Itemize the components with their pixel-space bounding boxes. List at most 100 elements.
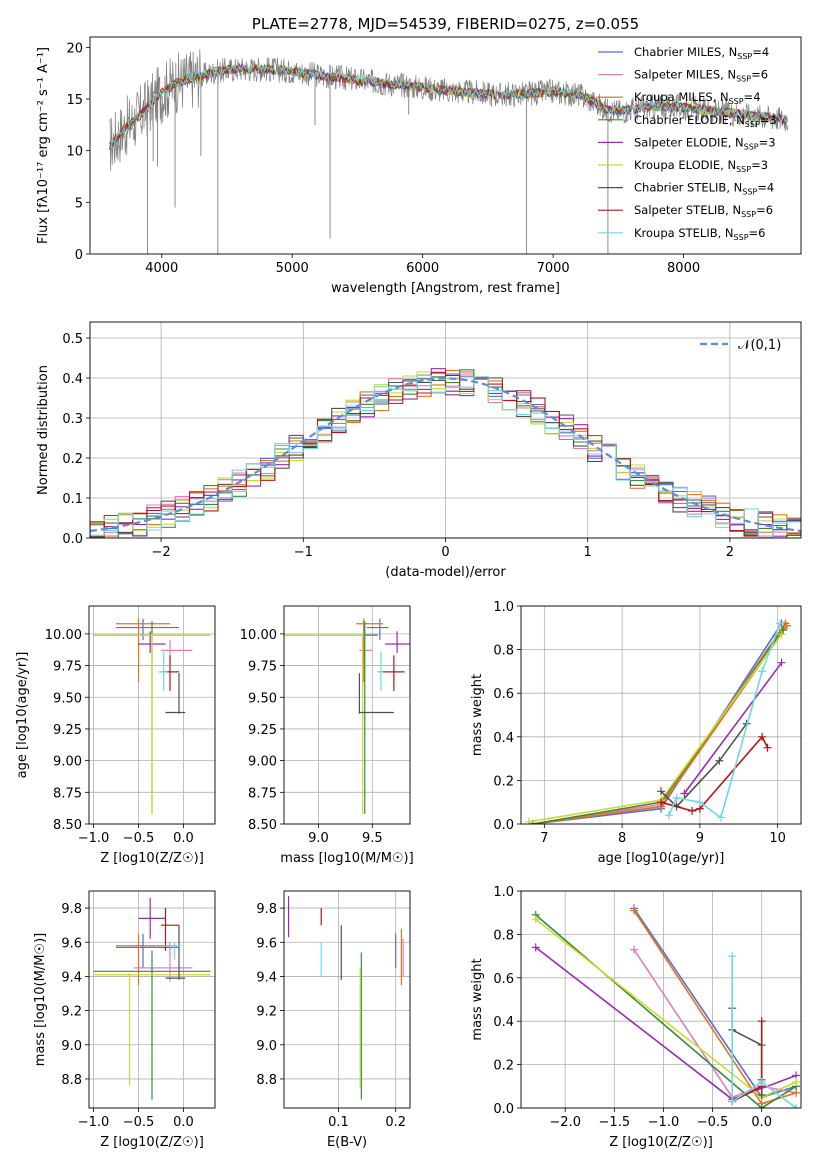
x-tick-label: 5000 — [276, 261, 309, 276]
y-tick-label: 9.6 — [256, 936, 277, 951]
weight-point-marker — [757, 1077, 766, 1086]
x-tick-label: −0.5 — [123, 831, 155, 846]
x-tick-label: 0.0 — [173, 1115, 194, 1130]
weight-point-marker — [716, 813, 725, 822]
y-tick-label: 9.4 — [256, 970, 277, 985]
legend-entry: Kroupa MILES, NSSP=4 — [634, 90, 761, 106]
y-tick-label: 10.00 — [240, 628, 277, 643]
errorbar-plot-area — [284, 618, 410, 814]
x-tick-label: 9 — [696, 831, 704, 846]
weight-point-marker — [758, 667, 767, 676]
weight-series-line — [535, 946, 797, 1101]
y-tick-label: 9.0 — [61, 1039, 82, 1054]
weight-series-line — [535, 914, 797, 1108]
x-tick-label: −2 — [152, 545, 171, 560]
y-tick-label: 0.5 — [62, 332, 83, 347]
weight-series-line — [535, 918, 797, 1099]
weight-point-marker — [629, 906, 638, 915]
y-tick-label: 9.50 — [53, 691, 82, 706]
x-axis-label: Z [log10(Z/Z☉)] — [609, 1135, 713, 1150]
weight-point-marker — [657, 798, 665, 807]
x-tick-label: 0 — [441, 545, 449, 560]
y-tick-label: 9.2 — [61, 1005, 82, 1020]
y-tick-label: 20 — [66, 41, 83, 56]
legend-entry: Salpeter STELIB, NSSP=6 — [634, 203, 773, 219]
y-tick-label: 9.8 — [256, 902, 277, 917]
weight-point-marker — [763, 743, 772, 752]
y-axis-label: mass weight — [470, 674, 485, 756]
residual-histogram — [90, 374, 801, 538]
x-tick-label: −1.0 — [648, 1115, 680, 1130]
y-tick-label: 9.50 — [248, 691, 277, 706]
axes-frame — [283, 605, 411, 825]
y-tick-label: 10 — [66, 145, 83, 160]
axes-frame — [89, 36, 802, 255]
weight-series-line — [683, 662, 783, 794]
x-tick-label: 0.2 — [385, 1115, 406, 1130]
y-tick-label: 8.75 — [248, 786, 277, 801]
x-tick-label: 7000 — [537, 261, 570, 276]
y-tick-label: 8.8 — [61, 1073, 82, 1088]
weight-point-marker — [792, 1077, 801, 1086]
legend-entry: Salpeter ELODIE, NSSP=3 — [634, 135, 776, 151]
y-tick-label: 9.75 — [248, 660, 277, 675]
y-axis-label: age [log10(age/yr)] — [15, 652, 30, 779]
y-tick-label: 1.0 — [493, 600, 514, 615]
x-axis-label: Z [log10(Z/Z☉)] — [100, 851, 204, 866]
line-plot-area — [524, 619, 791, 824]
y-axis-label: mass weight — [470, 958, 485, 1040]
y-tick-label: 1.0 — [493, 885, 514, 900]
y-tick-label: 9.4 — [61, 970, 82, 985]
weight-series-line — [668, 623, 781, 819]
x-tick-label: −2.0 — [549, 1115, 581, 1130]
weight-point-marker — [757, 1017, 766, 1026]
weight-point-marker — [531, 915, 540, 924]
x-tick-label: 2 — [726, 545, 734, 560]
y-tick-label: 8.8 — [256, 1073, 277, 1088]
legend-entry: Salpeter MILES, NSSP=6 — [634, 68, 768, 84]
x-tick-label: 9.0 — [308, 831, 329, 846]
x-tick-label: 7 — [540, 831, 548, 846]
y-tick-label: 0.2 — [493, 1059, 514, 1074]
x-tick-label: 1 — [584, 545, 592, 560]
x-tick-label: −1 — [294, 545, 313, 560]
y-tick-label: 9.8 — [61, 902, 82, 917]
y-tick-label: 0.0 — [62, 532, 83, 547]
weight-point-marker — [672, 793, 681, 802]
y-tick-label: 0.2 — [493, 774, 514, 789]
y-tick-label: 0.6 — [493, 972, 514, 987]
weight-series-line — [731, 956, 797, 1108]
y-tick-label: 9.2 — [256, 1005, 277, 1020]
x-axis-label: (data-model)/error — [385, 565, 506, 580]
axes-frame — [520, 890, 802, 1109]
histogram-plot-area — [90, 368, 801, 538]
y-tick-label: 8.50 — [248, 818, 277, 833]
y-tick-label: 9.25 — [53, 723, 82, 738]
x-tick-label: −1.0 — [78, 1115, 110, 1130]
spectrum-plot-area — [109, 49, 789, 254]
x-axis-label: wavelength [Angstrom, rest frame] — [331, 281, 560, 296]
errorbar-plot-area — [287, 896, 404, 1100]
weight-point-marker — [680, 789, 689, 798]
legend-entry: Chabrier MILES, NSSP=4 — [634, 45, 769, 61]
x-tick-label: 0.0 — [173, 831, 194, 846]
axes-frame — [283, 890, 411, 1109]
y-tick-label: 9.00 — [53, 755, 82, 770]
weight-point-marker — [758, 732, 767, 741]
legend-entry: Kroupa STELIB, NSSP=6 — [634, 226, 766, 242]
weight-series-line — [633, 910, 797, 1105]
x-axis-label: E(B-V) — [327, 1135, 367, 1150]
y-axis-label: Flux [fλ10⁻¹⁷ erg cm⁻² s⁻¹ A⁻¹] — [36, 47, 51, 244]
y-tick-label: 9.75 — [53, 660, 82, 675]
weight-point-marker — [777, 658, 786, 667]
y-tick-label: 9.00 — [248, 755, 277, 770]
legend-entry: Chabrier STELIB, NSSP=4 — [634, 181, 774, 197]
y-tick-label: 0.6 — [493, 687, 514, 702]
weight-point-marker — [783, 621, 791, 630]
errorbar-plot-area — [93, 618, 211, 814]
x-tick-label: 8 — [618, 831, 626, 846]
x-tick-label: −1.0 — [78, 831, 110, 846]
x-axis-label: mass [log10(M/M☉)] — [280, 851, 413, 866]
axes-frame — [89, 321, 802, 539]
y-axis-label: mass [log10(M/M☉)] — [33, 933, 48, 1066]
